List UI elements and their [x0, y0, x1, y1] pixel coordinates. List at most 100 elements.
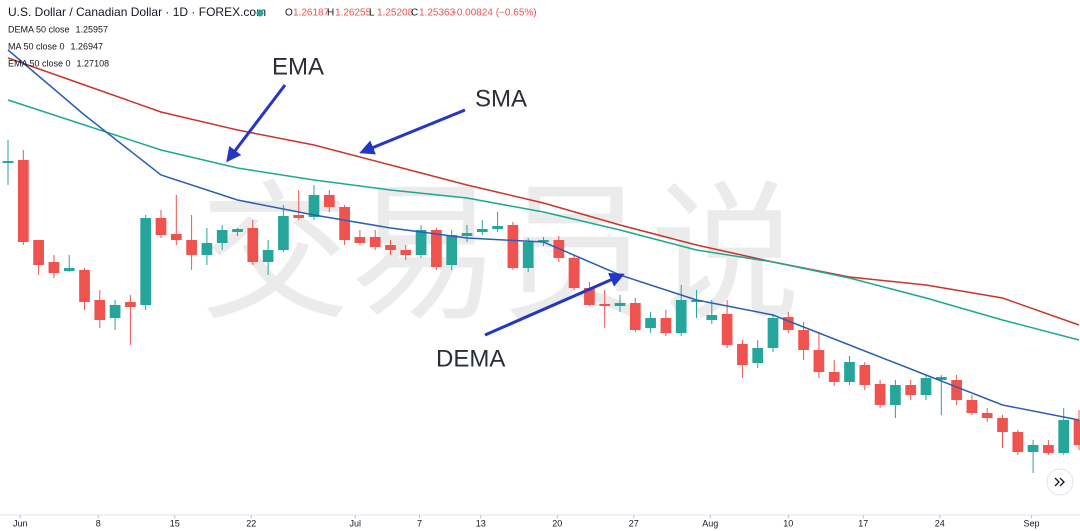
candle-body	[400, 250, 412, 255]
candle-body	[813, 350, 825, 372]
candle-body	[844, 362, 855, 382]
candle-body	[186, 240, 197, 255]
study-value: 1.25957	[76, 24, 109, 34]
scroll-button[interactable]	[1046, 468, 1074, 496]
candle-body	[109, 305, 121, 318]
candle-body	[385, 245, 396, 250]
ohlc-value: 1.25363	[419, 8, 456, 19]
candle-body	[629, 303, 641, 330]
study-name: EMA 50 close 0	[8, 58, 71, 68]
candle-body	[645, 318, 656, 328]
candle-body	[125, 302, 136, 307]
candle-body	[446, 235, 458, 265]
x-tick-label: Jul	[350, 518, 362, 528]
candle-body	[828, 372, 840, 382]
study-name: MA 50 close 0	[8, 41, 65, 51]
change: −0.00824 (−0.65%)	[451, 8, 537, 19]
candle-body	[890, 385, 901, 405]
candle-body	[293, 215, 305, 218]
candle-body	[354, 237, 366, 243]
candle-body	[1073, 420, 1080, 445]
candle-body	[323, 195, 335, 207]
x-tick-label: 17	[858, 518, 868, 528]
candle-body	[874, 384, 886, 405]
candle-body	[752, 348, 764, 363]
annotation: SMA	[475, 85, 527, 112]
candle-body	[140, 218, 152, 305]
candle-body	[492, 226, 503, 229]
candle-body	[247, 228, 259, 262]
candle-body	[935, 377, 947, 380]
indicator-line	[7, 57, 1080, 326]
candle-body	[691, 300, 702, 302]
candle-body	[767, 318, 779, 348]
candle-body	[155, 218, 167, 235]
candle-body	[216, 230, 228, 243]
annotation: DEMA	[436, 345, 505, 372]
candle-body	[369, 237, 381, 247]
candle-body	[507, 225, 519, 268]
candle-body	[538, 240, 549, 242]
candle-body	[79, 270, 90, 302]
candle-body	[17, 160, 29, 242]
candle-body	[48, 262, 60, 273]
indicator-line	[7, 49, 1080, 421]
candle-body	[951, 380, 962, 400]
candle-body	[461, 233, 473, 236]
candle-body	[476, 229, 488, 232]
ohlc-label: C	[411, 8, 418, 19]
candle-body	[1012, 432, 1024, 452]
x-tick-label: Sep	[1024, 518, 1040, 528]
candle-body	[308, 195, 320, 217]
candle-body	[660, 318, 672, 333]
candle-body	[675, 300, 687, 333]
candle-body	[859, 365, 871, 385]
candle-body	[614, 303, 626, 306]
candle-body	[706, 315, 718, 320]
x-tick-label: 24	[935, 518, 945, 528]
candle-body	[522, 242, 534, 268]
x-tick-label: 22	[246, 518, 256, 528]
candle-body	[599, 304, 611, 306]
study-value: 1.26947	[71, 41, 104, 51]
candle-body	[920, 378, 932, 395]
candle-body	[262, 250, 274, 262]
study-value: 1.27108	[77, 58, 110, 68]
candle-body	[905, 385, 917, 395]
candle-body	[721, 314, 733, 345]
candle-body	[339, 207, 350, 240]
candle-body	[201, 243, 213, 255]
ohlc-label: H	[327, 8, 334, 19]
ohlc-label: L	[369, 8, 375, 19]
annotation: EMA	[272, 53, 324, 80]
x-tick-label: 27	[629, 518, 639, 528]
candle-body	[997, 418, 1008, 432]
arrow	[484, 272, 625, 337]
x-tick-label: 20	[552, 518, 562, 528]
ohlc-value: 1.25208	[377, 8, 414, 19]
candle-body	[278, 216, 289, 250]
ohlc-value: 1.26187	[293, 8, 330, 19]
status-dot	[256, 9, 264, 17]
study-name: DEMA 50 close	[8, 24, 70, 34]
candle-body	[584, 288, 595, 305]
x-tick-label: Jun	[13, 518, 28, 528]
arrow	[359, 108, 466, 155]
candle-body	[170, 234, 182, 240]
candle-body	[1027, 445, 1039, 452]
indicator-line	[7, 99, 1080, 341]
x-tick-label: 10	[783, 518, 793, 528]
arrow	[226, 84, 287, 163]
candle-body	[981, 413, 993, 418]
candle-body	[63, 268, 75, 271]
x-tick-label: 13	[476, 518, 486, 528]
symbol: U.S. Dollar / Canadian Dollar · 1D · FOR…	[8, 5, 266, 19]
candle-body	[737, 344, 748, 365]
candle-body	[798, 330, 809, 350]
candle-body	[94, 300, 106, 320]
x-tick-label: 7	[417, 518, 422, 528]
candle-body	[431, 230, 442, 267]
candle-body	[2, 161, 14, 163]
ohlc-value: 1.26255	[335, 8, 372, 19]
